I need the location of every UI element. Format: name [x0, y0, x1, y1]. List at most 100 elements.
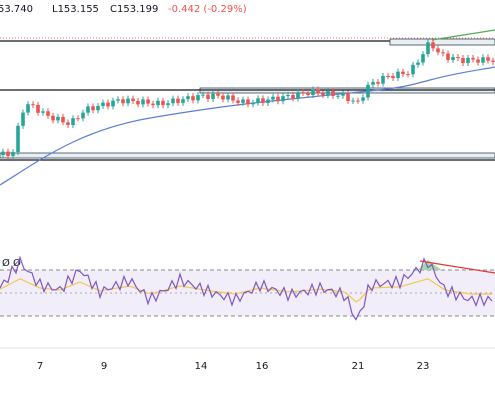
- resistance-zone: [389, 38, 495, 46]
- candle: [66, 122, 70, 126]
- candle: [401, 71, 405, 75]
- candle: [371, 81, 375, 85]
- trend-line: [431, 29, 495, 41]
- candle: [301, 92, 305, 94]
- x-axis: 7 9 14 16 21 23: [37, 361, 430, 372]
- candle: [336, 95, 340, 97]
- candle: [31, 104, 35, 106]
- candle: [466, 57, 470, 63]
- candle: [186, 96, 190, 100]
- rsi-line: [0, 255, 493, 321]
- candle: [391, 75, 395, 79]
- rsi: [0, 255, 493, 321]
- x-tick-label: 23: [417, 361, 430, 372]
- candle: [476, 59, 480, 63]
- x-tick-label: 16: [256, 361, 269, 372]
- candle: [151, 103, 155, 106]
- candle: [241, 99, 245, 103]
- x-tick-label: 14: [195, 361, 208, 372]
- candle: [51, 115, 55, 121]
- candle: [431, 42, 435, 49]
- candle: [256, 98, 260, 103]
- candle: [216, 93, 220, 96]
- candle: [81, 112, 85, 119]
- candle: [311, 89, 315, 95]
- candle: [41, 111, 45, 113]
- candle: [231, 95, 235, 101]
- header-low: L153.155: [52, 4, 99, 15]
- candle: [351, 100, 355, 102]
- candle: [131, 98, 135, 102]
- candle: [21, 112, 25, 126]
- candle: [181, 99, 185, 103]
- candle: [161, 100, 165, 106]
- candle: [36, 104, 40, 113]
- candle: [461, 58, 465, 63]
- candle: [196, 95, 200, 101]
- candle: [361, 97, 365, 101]
- candle: [156, 100, 160, 106]
- candle: [306, 93, 310, 95]
- candle: [206, 94, 210, 99]
- candle: [211, 93, 215, 99]
- candle: [266, 99, 270, 103]
- candle: [386, 75, 390, 77]
- candle: [111, 100, 115, 107]
- candle: [406, 74, 410, 76]
- candle: [116, 99, 120, 101]
- x-tick-label: 7: [37, 361, 43, 372]
- candle: [471, 57, 475, 60]
- candle: [276, 96, 280, 102]
- candle: [441, 52, 445, 54]
- candle: [126, 98, 130, 104]
- header-high: 53.740: [0, 4, 33, 15]
- candle: [481, 57, 485, 63]
- candle: [71, 118, 75, 126]
- candle: [171, 98, 175, 104]
- candle: [106, 102, 110, 107]
- candle: [426, 42, 430, 55]
- candle: [166, 103, 170, 106]
- candle: [331, 90, 335, 97]
- candle: [261, 98, 265, 103]
- candle: [86, 106, 90, 113]
- candle: [491, 60, 495, 62]
- candle: [191, 96, 195, 101]
- x-tick-label: 21: [352, 361, 365, 372]
- candle: [356, 100, 360, 102]
- rsi-band: [0, 270, 495, 316]
- candle: [381, 75, 385, 84]
- candle: [11, 152, 15, 156]
- rsi-label: Ø Ø: [2, 257, 21, 269]
- candle: [296, 92, 300, 99]
- candle: [486, 57, 490, 61]
- candle: [146, 99, 150, 104]
- candle: [316, 89, 320, 94]
- candle: [136, 101, 140, 105]
- rsi-ma: [0, 278, 492, 303]
- candle: [376, 81, 380, 84]
- candle: [291, 94, 295, 99]
- candle: [251, 102, 255, 105]
- candle: [421, 54, 425, 63]
- header-change: -0.442 (-0.29%): [168, 4, 247, 15]
- candle: [246, 99, 250, 105]
- candle: [96, 105, 100, 111]
- candle: [366, 84, 370, 98]
- x-tick-label: 9: [101, 361, 107, 372]
- candle: [56, 116, 60, 121]
- candle: [61, 116, 65, 123]
- candle: [141, 99, 145, 105]
- candle: [326, 90, 330, 96]
- candle: [6, 151, 10, 156]
- candle: [396, 71, 400, 79]
- candle: [436, 48, 440, 53]
- candle: [446, 53, 450, 60]
- candles: [1, 39, 495, 159]
- candle: [321, 93, 325, 96]
- candle: [236, 100, 240, 103]
- candle: [121, 99, 125, 104]
